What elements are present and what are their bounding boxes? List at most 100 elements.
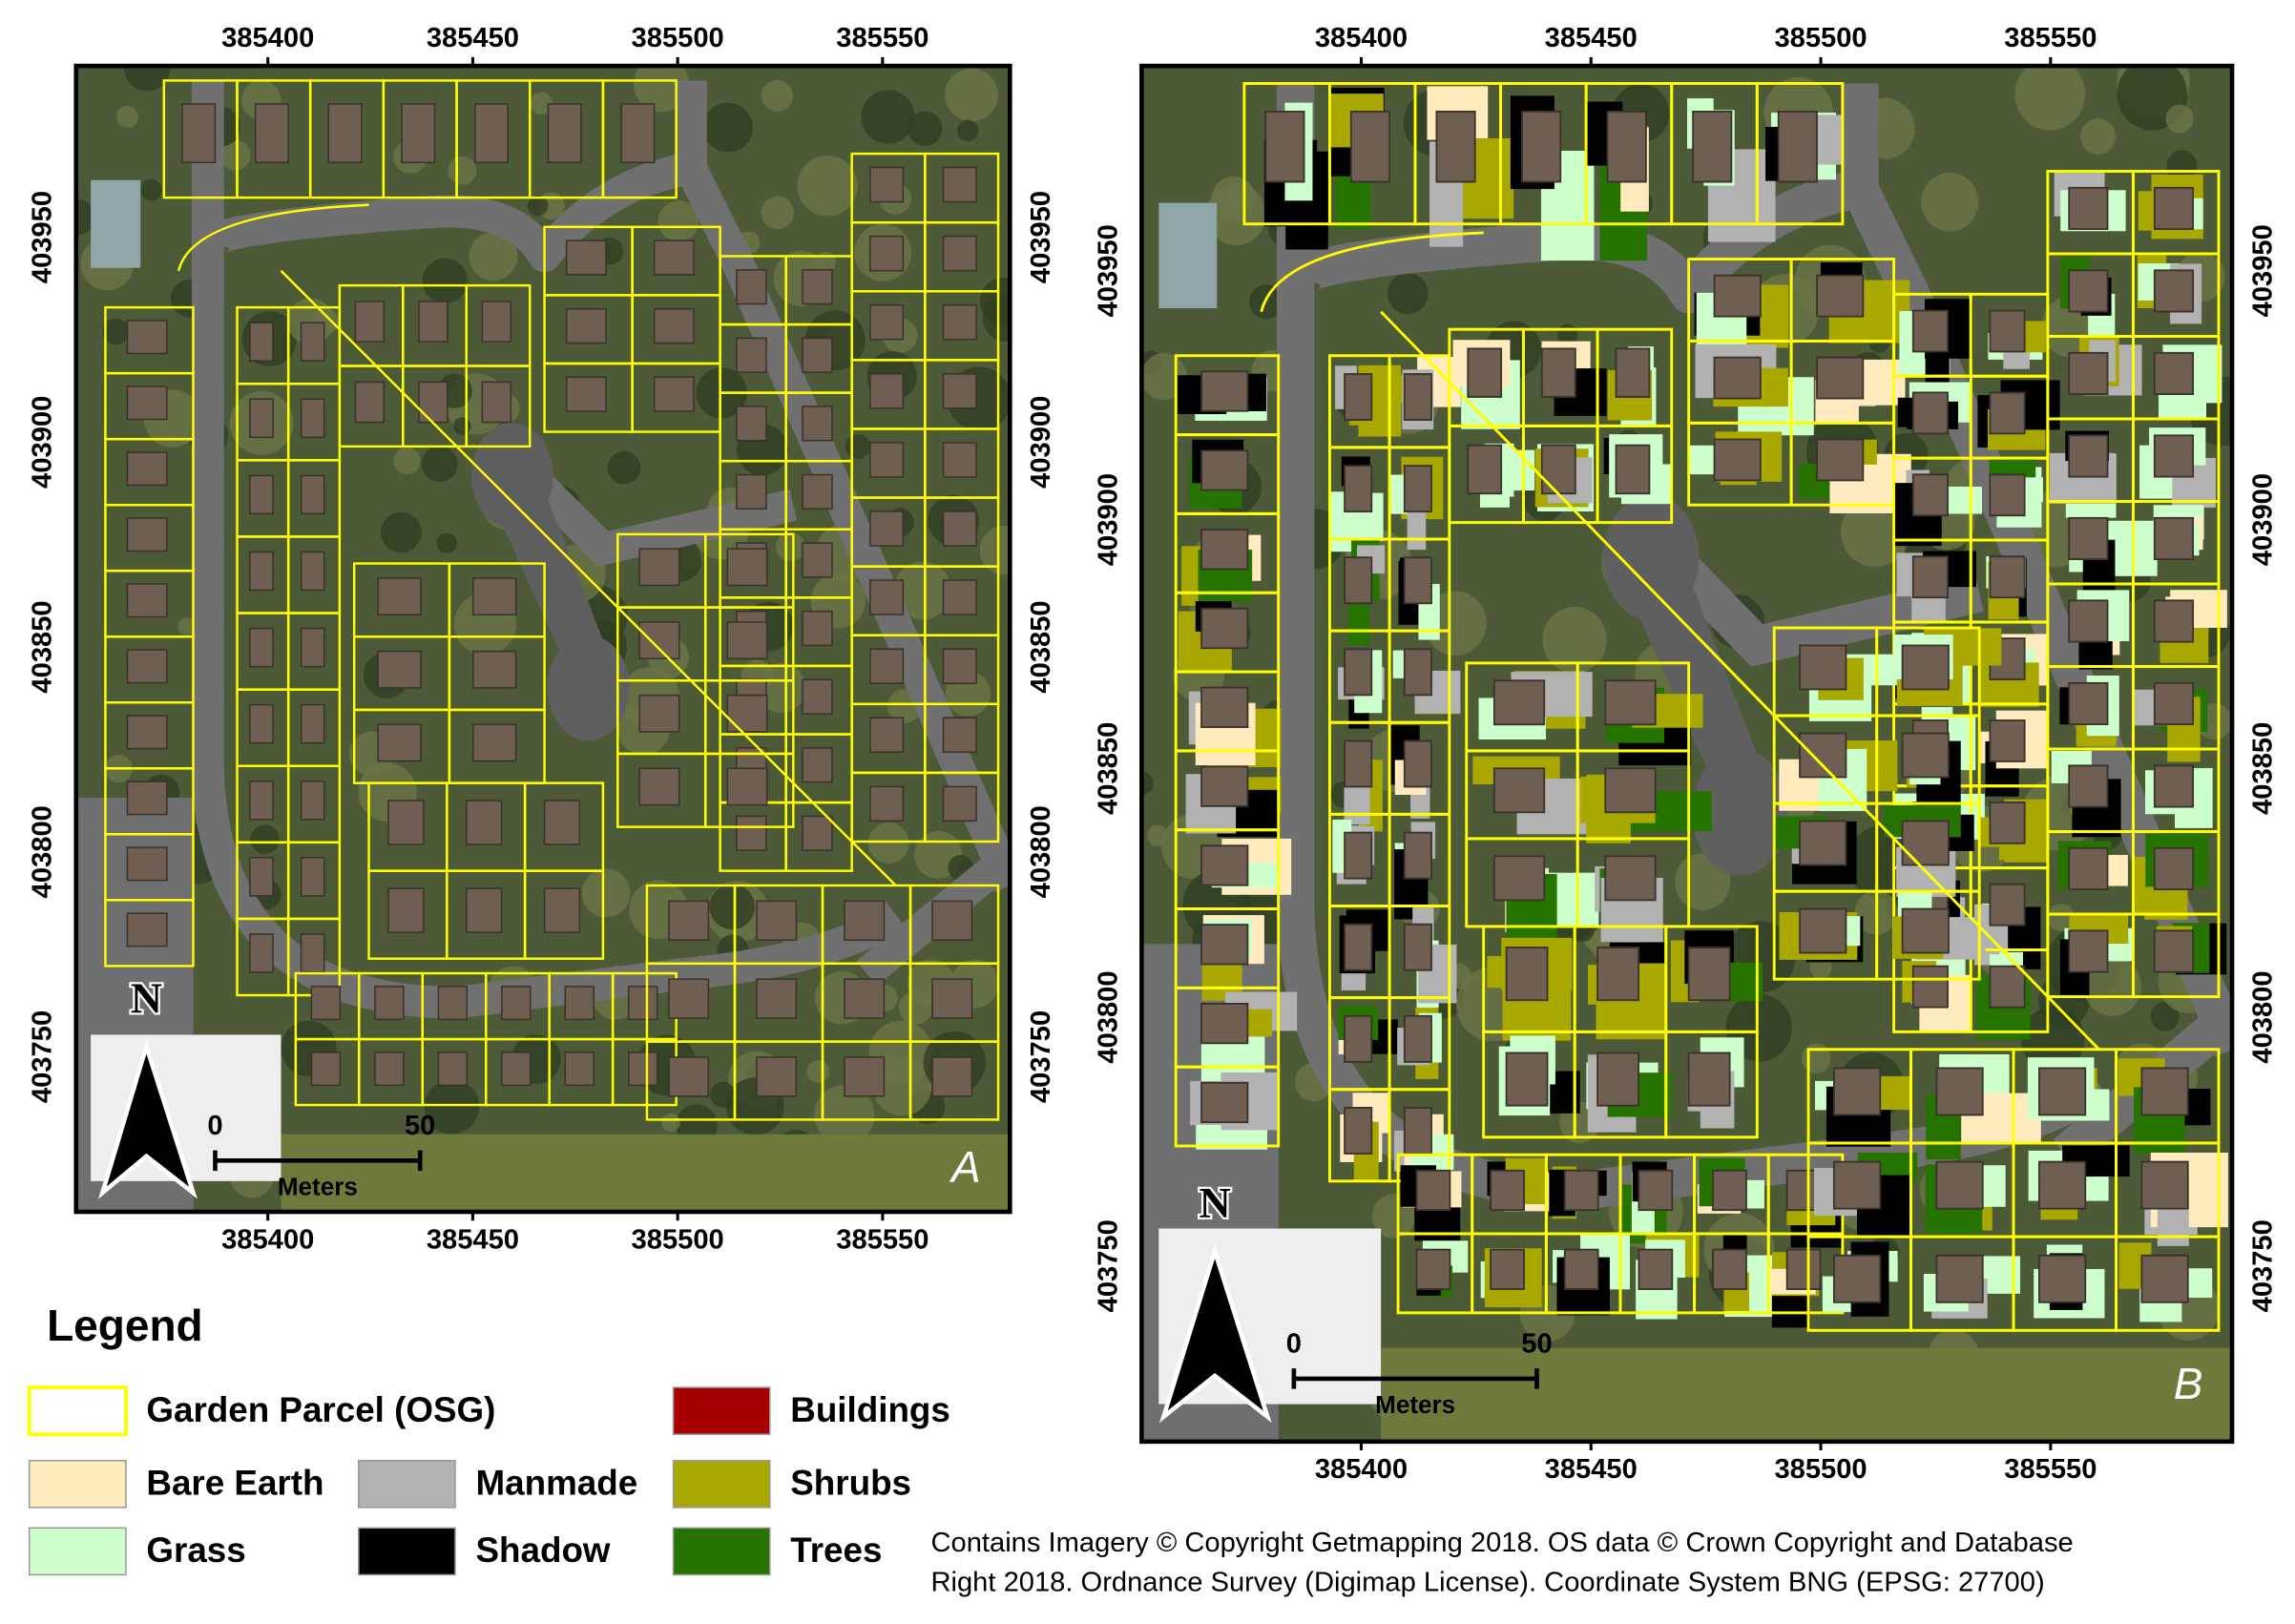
vegetation [453, 417, 471, 436]
house-roof [1777, 111, 1818, 183]
x-tick-label: 385450 [1545, 1454, 1638, 1485]
house-roof [2068, 929, 2109, 973]
house-roof [736, 406, 767, 442]
x-tick-label: 385400 [1315, 23, 1408, 53]
house-roof [126, 781, 168, 816]
house-roof [437, 1051, 469, 1087]
house-roof [1816, 438, 1865, 482]
house-roof [1833, 1254, 1882, 1303]
panel-label: B [2174, 1359, 2203, 1408]
house-roof [2153, 186, 2195, 230]
map-panel-a [75, 66, 1011, 1213]
house-roof [736, 337, 767, 373]
house-roof [565, 307, 607, 344]
house-roof [401, 103, 436, 164]
y-tick-label: 403900 [1093, 473, 1123, 566]
house-roof [126, 451, 168, 487]
house-roof [736, 473, 767, 510]
house-roof [310, 1051, 342, 1087]
panel-frame [1139, 63, 2235, 1445]
garden-parcel [1755, 82, 1845, 226]
scale-label: 50 [405, 1111, 435, 1141]
house-roof [466, 887, 503, 933]
y-tick-label: 403750 [1026, 1010, 1056, 1103]
house-roof [869, 442, 905, 478]
vegetation [527, 195, 549, 217]
garden-parcel [1174, 1065, 1281, 1148]
house-roof [564, 986, 595, 1021]
vegetation [657, 200, 699, 242]
house-roof [942, 717, 977, 754]
y-tick-label: 403800 [1093, 970, 1123, 1063]
house-roof [1521, 111, 1562, 183]
house-roof [126, 320, 168, 355]
house-roof [1596, 947, 1639, 1002]
y-tick-label: 403750 [1093, 1219, 1123, 1312]
house-roof [249, 857, 274, 897]
house-roof [300, 398, 325, 439]
house-roof [472, 577, 517, 616]
house-roof [844, 900, 886, 942]
house-roof [1799, 907, 1847, 954]
x-tick-label: 385450 [427, 23, 519, 53]
x-tick-label: 385450 [427, 1224, 519, 1255]
house-roof [1989, 473, 2026, 517]
house-roof [756, 978, 798, 1019]
house-roof [300, 322, 325, 362]
vegetation [898, 990, 932, 1025]
vegetation [2150, 1001, 2180, 1031]
north-arrow [97, 1038, 198, 1199]
house-roof [1615, 347, 1651, 398]
house-roof [1403, 923, 1432, 971]
house-roof [844, 1056, 886, 1097]
vegetation [1147, 824, 1168, 847]
house-roof [1687, 947, 1731, 1002]
house-roof [942, 785, 977, 822]
x-tick-label: 385500 [632, 1224, 724, 1255]
house-roof [1799, 732, 1847, 779]
legend-label: Shrubs [790, 1464, 911, 1503]
garden-parcel [523, 869, 605, 960]
house-roof [1403, 556, 1432, 605]
roof-large [91, 179, 141, 268]
house-roof [2153, 764, 2195, 808]
house-roof [1911, 309, 1949, 353]
scale-unit: Meters [278, 1172, 358, 1200]
legend-swatch [672, 1460, 771, 1509]
house-roof [942, 510, 977, 547]
house-roof [1344, 556, 1373, 605]
scale-label: 50 [1521, 1328, 1552, 1359]
house-roof [543, 800, 581, 845]
house-roof [547, 103, 582, 164]
house-roof [374, 986, 405, 1021]
garden-parcel [704, 752, 795, 828]
house-roof [1403, 648, 1432, 697]
garden-parcel [601, 79, 678, 199]
house-roof [942, 442, 977, 478]
legend-swatch [358, 1460, 456, 1509]
house-roof [1349, 111, 1391, 183]
house-roof [1415, 1248, 1451, 1290]
vegetation [581, 868, 631, 918]
house-roof [1833, 1067, 1882, 1116]
legend-swatch [672, 1386, 771, 1435]
house-roof [756, 1056, 798, 1097]
house-roof [1713, 274, 1762, 318]
legend-label: Shadow [475, 1530, 610, 1570]
house-roof [802, 337, 833, 373]
house-roof [387, 887, 425, 933]
house-roof [1200, 1081, 1249, 1124]
house-roof [869, 648, 905, 684]
house-roof [1989, 801, 2026, 844]
house-roof [1615, 444, 1651, 495]
garden-parcel [177, 203, 897, 886]
house-roof [254, 103, 289, 164]
y-tick-label: 403850 [1093, 722, 1123, 815]
y-tick-label: 403950 [1093, 224, 1123, 317]
field [281, 1134, 1011, 1213]
house-roof [869, 785, 905, 822]
house-roof [249, 933, 274, 973]
house-roof [564, 1051, 595, 1087]
legend-swatch [672, 1527, 771, 1576]
